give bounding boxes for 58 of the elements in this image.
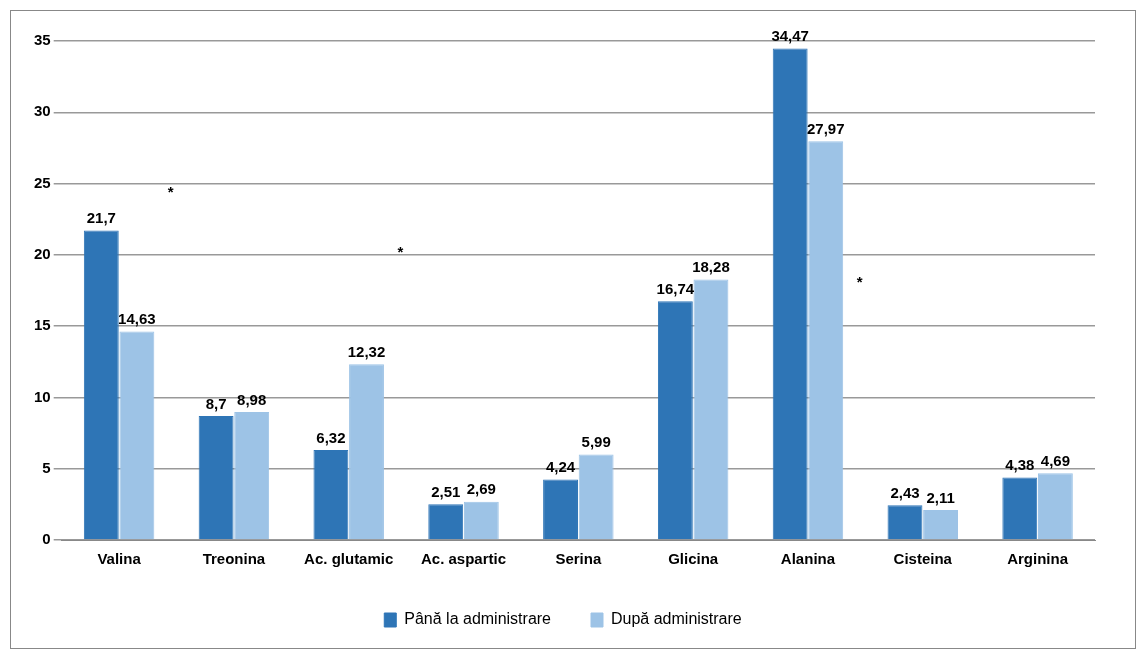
data-label: 2,11	[926, 488, 955, 506]
data-label: 8,7	[205, 394, 227, 412]
y-tick-label: 5	[42, 458, 51, 476]
x-tick-label: Ac. glutamic	[304, 550, 394, 568]
bar	[543, 479, 578, 540]
x-tick-label: Arginina	[1007, 550, 1069, 568]
y-tick-label: 35	[34, 31, 51, 49]
bar	[772, 48, 808, 540]
bar	[923, 509, 959, 540]
x-tick-label: Valina	[97, 550, 142, 568]
data-label: 18,28	[692, 258, 730, 276]
legend-label: Până la administrare	[404, 610, 552, 628]
bar	[428, 504, 464, 540]
data-label: 2,43	[890, 484, 920, 501]
data-label: 14,63	[118, 310, 156, 328]
bar	[463, 501, 499, 540]
data-label: 4,69	[1040, 451, 1070, 469]
data-label: 5,99	[581, 433, 611, 451]
data-label: 8,98	[237, 390, 267, 408]
bar	[313, 449, 349, 540]
y-tick-label: 15	[34, 316, 51, 334]
bar	[198, 415, 234, 540]
x-tick-label: Glicina	[668, 550, 719, 568]
x-tick-label: Treonina	[202, 550, 266, 568]
data-label: 4,38	[1005, 456, 1035, 474]
y-tick-label: 20	[34, 245, 51, 262]
data-label: 12,32	[347, 342, 386, 360]
legend-label: După administrare	[611, 610, 742, 628]
bar	[119, 331, 155, 540]
y-tick-label: 25	[34, 173, 51, 191]
bar	[234, 411, 270, 540]
data-label: 34,47	[771, 27, 809, 45]
bar	[578, 454, 614, 540]
bar	[887, 505, 923, 540]
bar	[1037, 473, 1073, 540]
data-label: 4,24	[545, 458, 576, 476]
bar	[693, 279, 729, 540]
annotation: *	[397, 243, 404, 261]
data-label: 2,51	[431, 482, 461, 500]
annotation: *	[856, 273, 863, 291]
x-tick-label: Alanina	[780, 550, 836, 568]
data-label: 21,7	[86, 209, 116, 227]
bar	[808, 141, 844, 540]
bar	[1002, 477, 1038, 540]
bar	[657, 301, 693, 540]
bar	[83, 230, 119, 540]
x-tick-label: Serina	[555, 550, 602, 568]
y-tick-label: 30	[34, 102, 51, 120]
bar	[349, 364, 384, 540]
x-tick-label: Ac. aspartic	[421, 550, 507, 568]
annotation: *	[167, 183, 174, 201]
y-tick-label: 0	[42, 530, 51, 548]
y-tick-label: 10	[34, 387, 51, 405]
data-label: 6,32	[316, 428, 346, 446]
x-tick-label: Cisteina	[893, 550, 953, 568]
data-label: 16,74	[656, 279, 695, 297]
data-label: 27,97	[806, 119, 845, 137]
data-label: 2,69	[466, 480, 496, 498]
